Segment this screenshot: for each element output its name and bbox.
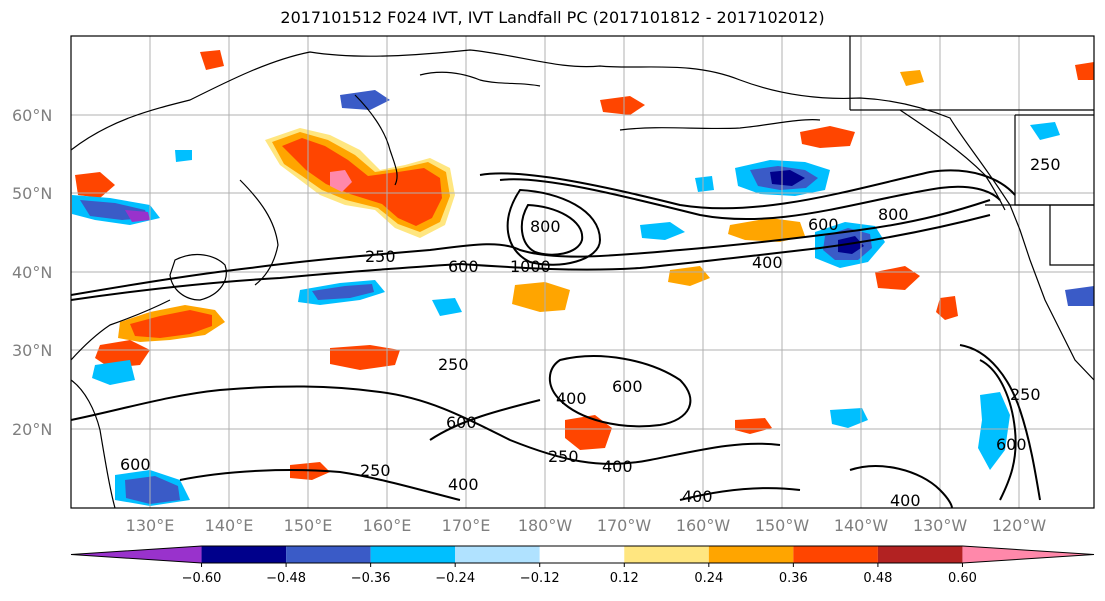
map-frame <box>70 35 1095 509</box>
ivt-contours <box>71 169 1041 508</box>
latitude-label: 40°N <box>12 263 52 282</box>
contour-label: 250 <box>360 461 391 480</box>
contour-label: 400 <box>602 457 633 476</box>
coastlines <box>71 36 1094 508</box>
colorbar-tick-label: 0.60 <box>948 571 977 586</box>
latitude-label: 20°N <box>12 420 52 439</box>
colorbar-ticks: −0.60 −0.48 −0.36 −0.24 −0.12 0.12 0.24 0.36 0.4… <box>182 563 977 586</box>
longitude-label: 140°E <box>205 516 254 535</box>
contour-label: 250 <box>438 355 469 374</box>
colorbar-tick-label: 0.36 <box>779 571 808 586</box>
colorbar-swatch <box>455 546 540 563</box>
longitude-axis: 130°E 140°E 150°E 160°E 170°E 180°W 170°… <box>126 516 1047 535</box>
contour-label: 600 <box>808 215 839 234</box>
longitude-label: 130°E <box>126 516 175 535</box>
map-area: 250 600 1000 800 600 800 400 250 250 600… <box>71 36 1094 510</box>
contour-label: 800 <box>530 217 561 236</box>
contour-label: 400 <box>890 491 921 510</box>
contour-label: 250 <box>1030 155 1061 174</box>
longitude-label: 140°W <box>834 516 889 535</box>
longitude-label: 180°W <box>518 516 573 535</box>
latitude-label: 50°N <box>12 184 52 203</box>
colorbar-tick-label: 0.12 <box>610 571 639 586</box>
longitude-label: 160°W <box>676 516 731 535</box>
colorbar-swatch <box>201 546 287 563</box>
colorbar-tick-label: 0.24 <box>694 571 723 586</box>
colorbar-tick-label: −0.48 <box>266 571 306 586</box>
contour-label: 1000 <box>510 257 551 276</box>
colorbar-swatch <box>286 546 371 563</box>
longitude-label: 150°E <box>284 516 333 535</box>
colorbar-tick-label: −0.12 <box>520 571 560 586</box>
contour-label: 250 <box>365 247 396 266</box>
longitude-label: 150°W <box>755 516 810 535</box>
longitude-label: 120°W <box>992 516 1047 535</box>
latitude-label: 30°N <box>12 341 52 360</box>
longitude-label: 160°E <box>363 516 412 535</box>
contour-label: 600 <box>448 257 479 276</box>
longitude-label: 170°E <box>442 516 491 535</box>
latitude-axis: 60°N 50°N 40°N 30°N 20°N <box>12 106 52 439</box>
map-title: 2017101512 F024 IVT, IVT Landfall PC (20… <box>280 8 825 27</box>
contour-label: 600 <box>120 455 151 474</box>
contour-label: 400 <box>752 253 783 272</box>
colorbar-tick-label: −0.60 <box>182 571 222 586</box>
colorbar-swatch <box>71 546 202 563</box>
colorbar-swatch <box>539 546 625 563</box>
colorbar-tick-label: −0.24 <box>435 571 475 586</box>
colorbar-swatch <box>708 546 794 563</box>
colorbar-swatch <box>877 546 963 563</box>
contour-label: 250 <box>548 447 579 466</box>
colorbar-swatch <box>370 546 456 563</box>
colorbar-tick-label: 0.48 <box>863 571 892 586</box>
contour-label: 600 <box>996 435 1027 454</box>
colorbar-swatch <box>793 546 878 563</box>
latitude-label: 60°N <box>12 106 52 125</box>
colorbar-swatch <box>962 546 1094 563</box>
contour-label: 400 <box>448 475 479 494</box>
colorbar <box>70 545 1095 564</box>
contour-label: 600 <box>612 377 643 396</box>
contour-labels: 250 600 1000 800 600 800 400 250 250 600… <box>120 155 1061 510</box>
colorbar-swatch <box>624 546 709 563</box>
contour-label: 600 <box>446 413 477 432</box>
colorbar-tick-label: −0.36 <box>351 571 391 586</box>
longitude-label: 170°W <box>597 516 652 535</box>
contour-label: 800 <box>878 205 909 224</box>
negative-anomaly-patches <box>72 90 1094 506</box>
contour-label: 250 <box>1010 385 1041 404</box>
positive-anomaly-patches <box>75 50 1094 480</box>
contour-label: 400 <box>682 487 713 506</box>
longitude-label: 130°W <box>913 516 968 535</box>
contour-label: 400 <box>556 389 587 408</box>
